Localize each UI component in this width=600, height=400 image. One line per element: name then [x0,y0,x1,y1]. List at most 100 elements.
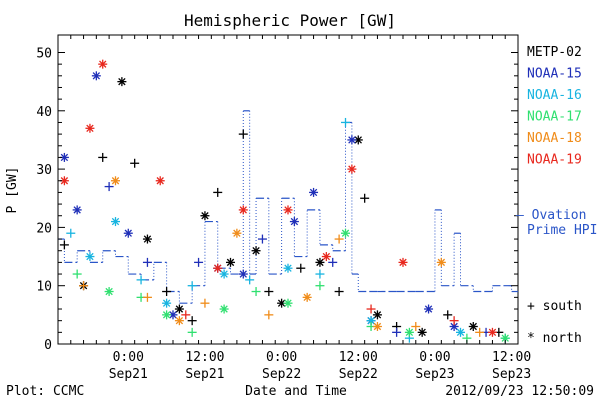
north-point [424,304,434,314]
north-point [302,292,312,302]
north-point [174,304,184,314]
north-point [398,257,408,267]
north-point [85,252,95,262]
north-point [283,263,293,273]
south-point [475,327,485,337]
legend-noaa-18: NOAA-18 [527,131,582,146]
legend-south-marker: + south [527,299,582,314]
north-point [341,228,350,238]
south-point [142,257,152,267]
south-point [213,187,223,197]
south-point [142,292,152,302]
south-point [264,287,274,297]
south-point [296,263,306,273]
north-point [251,246,261,256]
y-tick-label: 20 [36,221,52,236]
series-noaa-17 [72,228,510,343]
north-point [315,257,325,267]
south-point [98,152,108,162]
y-tick-label: 50 [36,46,52,61]
series-noaa-16 [66,117,510,343]
north-point [213,263,223,273]
south-point [181,310,191,320]
south-point [162,287,172,297]
north-point [104,287,114,297]
legend-noaa-15: NOAA-15 [527,67,582,82]
x-tick-label-time: 0:00 [419,350,450,365]
north-point [456,327,465,337]
south-point [315,281,325,291]
south-point [392,327,402,337]
x-tick-label-time: 12:00 [185,350,224,365]
legend-ovation-prime-hpi: Prime HPI [527,223,597,238]
x-tick-label-time: 12:00 [492,350,531,365]
south-point [187,281,197,291]
north-point [372,322,382,332]
x-tick-label-date: Sep22 [339,367,378,382]
north-point [111,176,120,186]
north-point [226,257,235,267]
x-tick-label-time: 0:00 [266,350,297,365]
south-point [257,234,267,244]
north-point [436,257,446,267]
south-point [328,257,338,267]
north-point [417,327,427,337]
south-point [79,281,89,291]
x-tick-label-time: 12:00 [339,350,378,365]
south-point [187,316,197,326]
south-point [251,287,261,297]
x-tick-label-date: Sep23 [415,367,454,382]
plot-border [57,34,519,345]
south-point [360,193,370,203]
north-point [98,59,108,69]
north-point [111,217,120,227]
south-point [443,310,453,320]
south-point [366,304,376,314]
north-point [283,298,293,308]
x-tick-label-date: Sep21 [109,367,148,382]
legend: METP-02 NOAA-15 NOAA-16 NOAA-17 NOAA-18 NOAA-… [516,45,597,346]
series-noaa-19 [59,59,497,337]
north-point [309,187,319,197]
north-point [219,269,229,279]
north-point [347,164,357,174]
south-point [411,322,421,332]
x-axis-label: Date and Time [245,384,347,399]
north-point [162,298,172,308]
plot-frame [57,34,519,345]
north-point [468,322,478,332]
legend-noaa-19: NOAA-19 [527,153,582,168]
x-tick-label-time: 0:00 [113,350,144,365]
north-point [91,71,101,81]
south-point [72,269,82,279]
x-tick-label-date: Sep21 [185,367,224,382]
south-point [245,275,255,285]
north-point [238,269,248,279]
south-point [334,287,344,297]
series-noaa-18 [79,176,485,337]
north-point [123,228,133,238]
chart-title: Hemispheric Power [GW] [184,11,396,30]
legend-ovation-prime-hpi: — Ovation [516,208,586,223]
north-point [232,228,242,238]
south-point [59,240,69,250]
north-point [174,316,184,326]
south-point [315,269,325,279]
north-point [142,234,152,244]
legend-noaa-16: NOAA-16 [527,88,582,103]
south-point [449,316,459,326]
series-noaa-15 [59,71,491,337]
south-point [66,228,76,238]
north-point [72,205,82,215]
y-tick-label: 0 [44,338,52,353]
north-point [219,304,229,314]
north-point [404,327,414,337]
legend-north-marker: * north [527,331,582,346]
y-axis-label: P [GW] [5,167,20,214]
north-point [117,77,127,87]
south-point [264,310,274,320]
plot-timestamp: 2012/09/23 12:50:09 [445,384,594,399]
north-point [85,123,95,133]
north-point [238,205,248,215]
satellite-data-points [59,59,510,343]
